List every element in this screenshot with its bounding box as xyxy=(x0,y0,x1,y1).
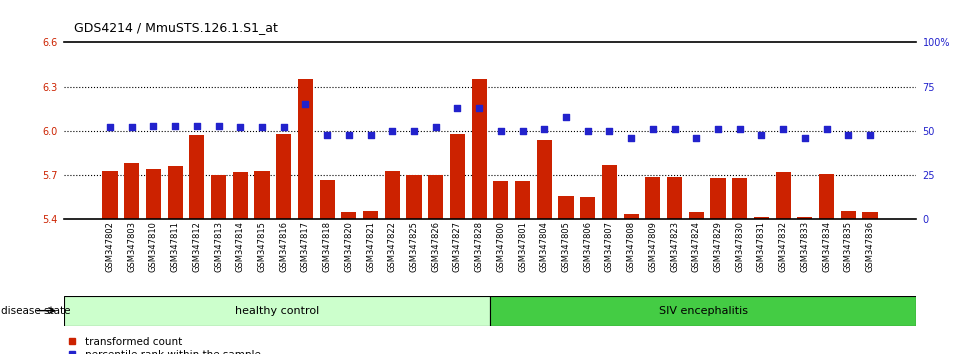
Point xyxy=(168,123,183,129)
Point xyxy=(450,105,465,111)
Point xyxy=(623,135,639,141)
Point xyxy=(276,125,292,130)
Point xyxy=(775,126,791,132)
Bar xyxy=(428,175,443,219)
Point xyxy=(493,128,509,134)
Text: GDS4214 / MmuSTS.126.1.S1_at: GDS4214 / MmuSTS.126.1.S1_at xyxy=(74,21,277,34)
Point xyxy=(341,132,357,137)
Bar xyxy=(559,196,573,219)
Point xyxy=(841,132,857,137)
Point xyxy=(754,132,769,137)
Bar xyxy=(363,211,378,219)
Bar xyxy=(710,178,725,219)
Bar xyxy=(211,175,226,219)
Point xyxy=(580,128,596,134)
Point xyxy=(298,102,314,107)
Bar xyxy=(754,217,769,219)
Point xyxy=(732,126,748,132)
Bar xyxy=(124,164,139,219)
Point xyxy=(428,125,444,130)
Bar xyxy=(602,165,617,219)
Point xyxy=(536,126,552,132)
Point xyxy=(211,123,226,129)
Point xyxy=(710,126,726,132)
Point xyxy=(123,125,139,130)
Bar xyxy=(645,177,661,219)
Point xyxy=(471,105,487,111)
Bar xyxy=(385,171,400,219)
Bar xyxy=(580,198,595,219)
Bar xyxy=(64,296,490,326)
Bar xyxy=(255,171,270,219)
Point xyxy=(559,114,574,120)
Point xyxy=(146,123,162,129)
Point xyxy=(818,126,834,132)
Point xyxy=(666,126,682,132)
Text: healthy control: healthy control xyxy=(235,306,318,316)
Bar xyxy=(168,166,183,219)
Point xyxy=(102,125,118,130)
Point xyxy=(189,123,205,129)
Bar xyxy=(319,180,335,219)
Bar xyxy=(514,181,530,219)
Bar xyxy=(298,79,313,219)
Bar xyxy=(689,212,704,219)
Bar xyxy=(732,178,748,219)
Bar xyxy=(537,140,552,219)
Text: SIV encephalitis: SIV encephalitis xyxy=(659,306,748,316)
Bar xyxy=(775,172,791,219)
Point xyxy=(254,125,270,130)
Bar xyxy=(232,172,248,219)
Bar xyxy=(341,212,357,219)
Bar xyxy=(276,134,291,219)
Point xyxy=(232,125,248,130)
Point xyxy=(514,128,530,134)
Point xyxy=(688,135,704,141)
Bar xyxy=(797,217,812,219)
Bar xyxy=(407,175,421,219)
Point xyxy=(363,132,378,137)
Point xyxy=(862,132,878,137)
Bar xyxy=(493,181,509,219)
Bar xyxy=(146,169,161,219)
Bar xyxy=(623,213,639,219)
Bar xyxy=(862,212,877,219)
Bar xyxy=(471,79,487,219)
Bar xyxy=(841,211,856,219)
Bar xyxy=(819,174,834,219)
Point xyxy=(406,128,421,134)
Point xyxy=(602,128,617,134)
Bar xyxy=(103,171,118,219)
Text: disease state: disease state xyxy=(1,306,71,316)
Point xyxy=(384,128,400,134)
Bar xyxy=(189,136,205,219)
Bar xyxy=(450,134,465,219)
Bar xyxy=(490,296,916,326)
Point xyxy=(645,126,661,132)
Point xyxy=(319,132,335,137)
Bar xyxy=(667,177,682,219)
Point xyxy=(797,135,812,141)
Legend: transformed count, percentile rank within the sample: transformed count, percentile rank withi… xyxy=(64,333,265,354)
